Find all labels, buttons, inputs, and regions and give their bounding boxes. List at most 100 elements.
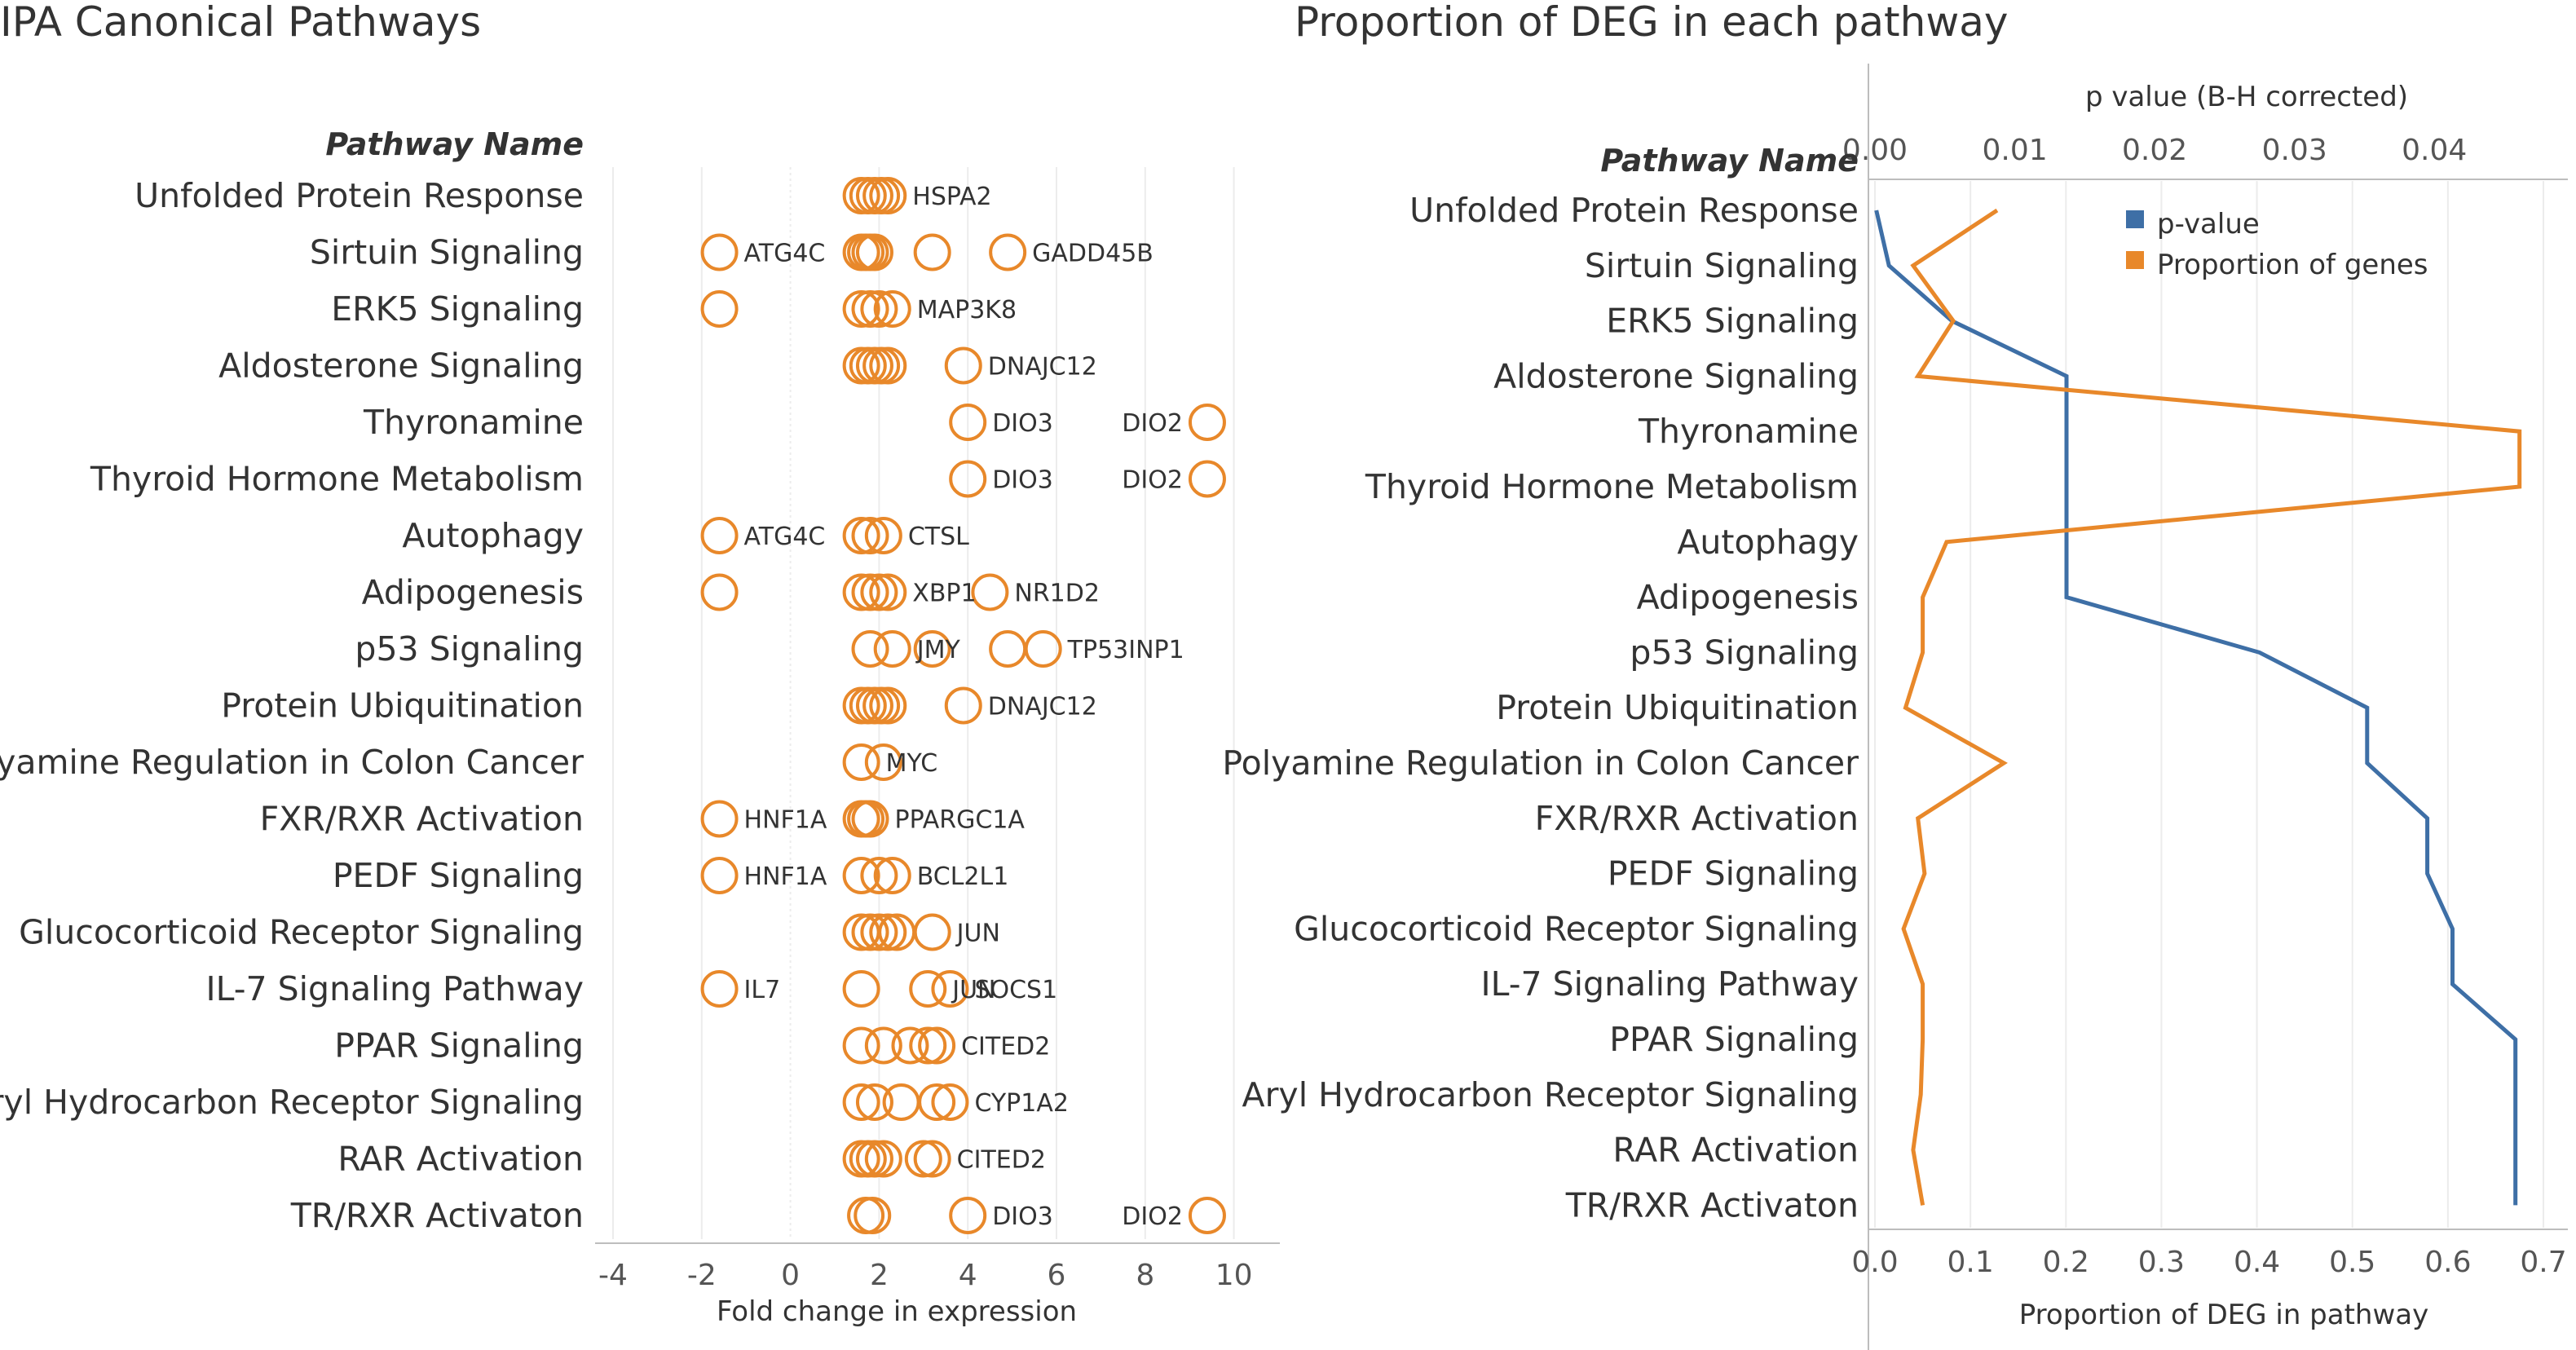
right-category-header: Pathway Name: [1600, 143, 1859, 179]
fold-change-bubble: [1188, 1197, 1226, 1234]
left-pathway-name: Protein Ubiquitination: [221, 686, 584, 726]
bottom-axis-label: Proportion of DEG in pathway: [2019, 1299, 2429, 1331]
top-axis-label: p value (B-H corrected): [2085, 81, 2408, 113]
fold-change-bubble: [842, 1026, 880, 1065]
right-pathway-name: IL-7 Signaling Pathway: [1481, 964, 1859, 1004]
top-axis-tick-label: 0.02: [2122, 134, 2187, 167]
right-pathway-name: FXR/RXR Activation: [1535, 799, 1859, 838]
fold-change-bubble: [873, 857, 911, 894]
fold-change-bubble: [854, 1197, 892, 1234]
gene-label: ATG4C: [744, 240, 826, 268]
left-x-tick-label: 6: [1048, 1259, 1066, 1292]
fold-change-bubble: [700, 573, 739, 611]
gene-label: XBP1: [912, 580, 976, 608]
gene-label: DIO2: [1122, 1202, 1183, 1231]
right-pathway-name: Sirtuin Signaling: [1585, 246, 1859, 285]
fold-change-bubble: [949, 404, 987, 441]
proportion-chart: p value (B-H corrected) 0.00 0.01 0.02 0.03…: [1222, 64, 2568, 1350]
fold-change-bubble: [851, 630, 889, 668]
right-pathway-name: TR/RXR Activaton: [1565, 1185, 1859, 1224]
left-pathway-name: p53 Signaling: [355, 629, 584, 668]
right-pathway-name: Autophagy: [1677, 523, 1859, 562]
fold-change-bubble: [869, 177, 907, 214]
fold-change-bubble: [700, 517, 739, 554]
top-axis-ticks: 0.00 0.01 0.02 0.03 0.04: [1842, 134, 2467, 167]
fold-change-bubble: [864, 1026, 902, 1065]
left-gridlines: [612, 167, 1235, 1239]
bottom-axis-tick-label: 0.4: [2234, 1246, 2280, 1279]
gene-label: DIO3: [992, 1202, 1053, 1231]
right-pathway-name: p53 Signaling: [1630, 633, 1859, 672]
right-pathway-name: RAR Activation: [1612, 1131, 1859, 1170]
right-pathway-name: ERK5 Signaling: [1606, 302, 1859, 341]
fold-change-bubble: [700, 970, 739, 1008]
gene-label: JUN: [955, 920, 1000, 948]
gene-labels: HSPA2 ATG4C GADD45B MAP3K8 DNAJC12 DIO3 DIO2 DI…: [744, 183, 1184, 1231]
bottom-axis-tick-label: 0.0: [1851, 1246, 1898, 1279]
gene-label: BCL2L1: [917, 862, 1009, 891]
bottom-axis-ticks: 0.0 0.1 0.2 0.3 0.4 0.5 0.6 0.7: [1851, 1246, 2566, 1279]
left-pathway-name: RAR Activation: [337, 1140, 584, 1179]
fold-change-bubble: [913, 1140, 951, 1178]
legend-label-p-value: p-value: [2157, 208, 2260, 240]
fold-change-bubble: [842, 1083, 880, 1121]
fold-change-bubble: [949, 1197, 987, 1234]
fold-change-bubble: [855, 1140, 893, 1178]
left-category-header: Pathway Name: [325, 126, 584, 162]
gene-label: CITED2: [957, 1146, 1046, 1175]
fold-change-bubble: [869, 686, 907, 725]
gene-label: HSPA2: [912, 183, 991, 211]
right-gridlines: [1874, 181, 2544, 1228]
fold-change-bubble: [860, 857, 898, 894]
left-pathway-names: Unfolded Protein Response Sirtuin Signali…: [0, 176, 584, 1235]
bottom-axis-tick-label: 0.7: [2520, 1246, 2566, 1279]
gene-label: NR1D2: [1014, 580, 1100, 608]
top-axis-tick-label: 0.04: [2402, 134, 2467, 167]
top-axis-tick-label: 0.00: [1842, 134, 1908, 167]
legend-swatch-p-value: [2126, 210, 2144, 228]
right-pathway-name: Thyronamine: [1638, 412, 1859, 451]
legend: p-value Proportion of genes: [2126, 208, 2428, 281]
fold-change-bubble: [842, 857, 880, 894]
right-pathway-name: Unfolded Protein Response: [1409, 191, 1859, 230]
fold-change-bubble: [864, 1140, 902, 1178]
fold-change-bubble: [869, 573, 907, 611]
fold-change-bubble: [860, 573, 898, 611]
gene-label: DIO3: [992, 409, 1053, 438]
fold-change-bubble: [700, 857, 739, 894]
right-pathway-name: Protein Ubiquitination: [1496, 688, 1859, 727]
gene-label: ATG4C: [744, 523, 826, 551]
fold-change-bubble: [918, 1083, 956, 1121]
fold-change-bubble: [864, 517, 902, 554]
fold-change-bubble: [909, 970, 947, 1008]
fold-change-bubble: [909, 1026, 947, 1065]
fold-change-bubble: [1188, 404, 1226, 441]
fold-change-bubble: [873, 630, 911, 668]
left-pathway-name: Sirtuin Signaling: [310, 233, 584, 272]
fold-change-bubble: [913, 233, 951, 271]
right-series-lines: [1874, 208, 2522, 1206]
left-x-tick-label: -4: [598, 1259, 628, 1292]
gene-label: CYP1A2: [974, 1089, 1069, 1118]
right-pathway-name: Thyroid Hormone Metabolism: [1365, 467, 1859, 506]
gene-label: MYC: [886, 749, 938, 778]
left-pathway-name: Adipogenesis: [362, 573, 584, 612]
right-pathway-name: Polyamine Regulation in Colon Cancer: [1222, 743, 1859, 783]
fold-change-bubble: [1024, 630, 1062, 668]
left-pathway-name: Thyroid Hormone Metabolism: [90, 460, 584, 499]
left-x-tick-label: -2: [687, 1259, 717, 1292]
left-pathway-name: PEDF Signaling: [333, 856, 584, 895]
gene-label: JMY: [915, 636, 961, 664]
fold-change-bubble: [851, 800, 889, 838]
fold-change-bubble: [891, 1026, 929, 1065]
right-pathway-name: Glucocorticoid Receptor Signaling: [1294, 909, 1859, 948]
left-pathway-name: ERK5 Signaling: [331, 289, 584, 329]
right-pathway-name: PPAR Signaling: [1609, 1020, 1859, 1059]
fold-change-bubble: [882, 1083, 920, 1121]
fold-change-bubble: [971, 573, 1009, 611]
bottom-axis-tick-label: 0.2: [2043, 1246, 2089, 1279]
fold-change-bubble: [918, 1026, 956, 1065]
gene-label: PPARGC1A: [895, 806, 1026, 835]
left-x-tick-label: 4: [959, 1259, 977, 1292]
fold-change-bubble: [842, 970, 880, 1008]
